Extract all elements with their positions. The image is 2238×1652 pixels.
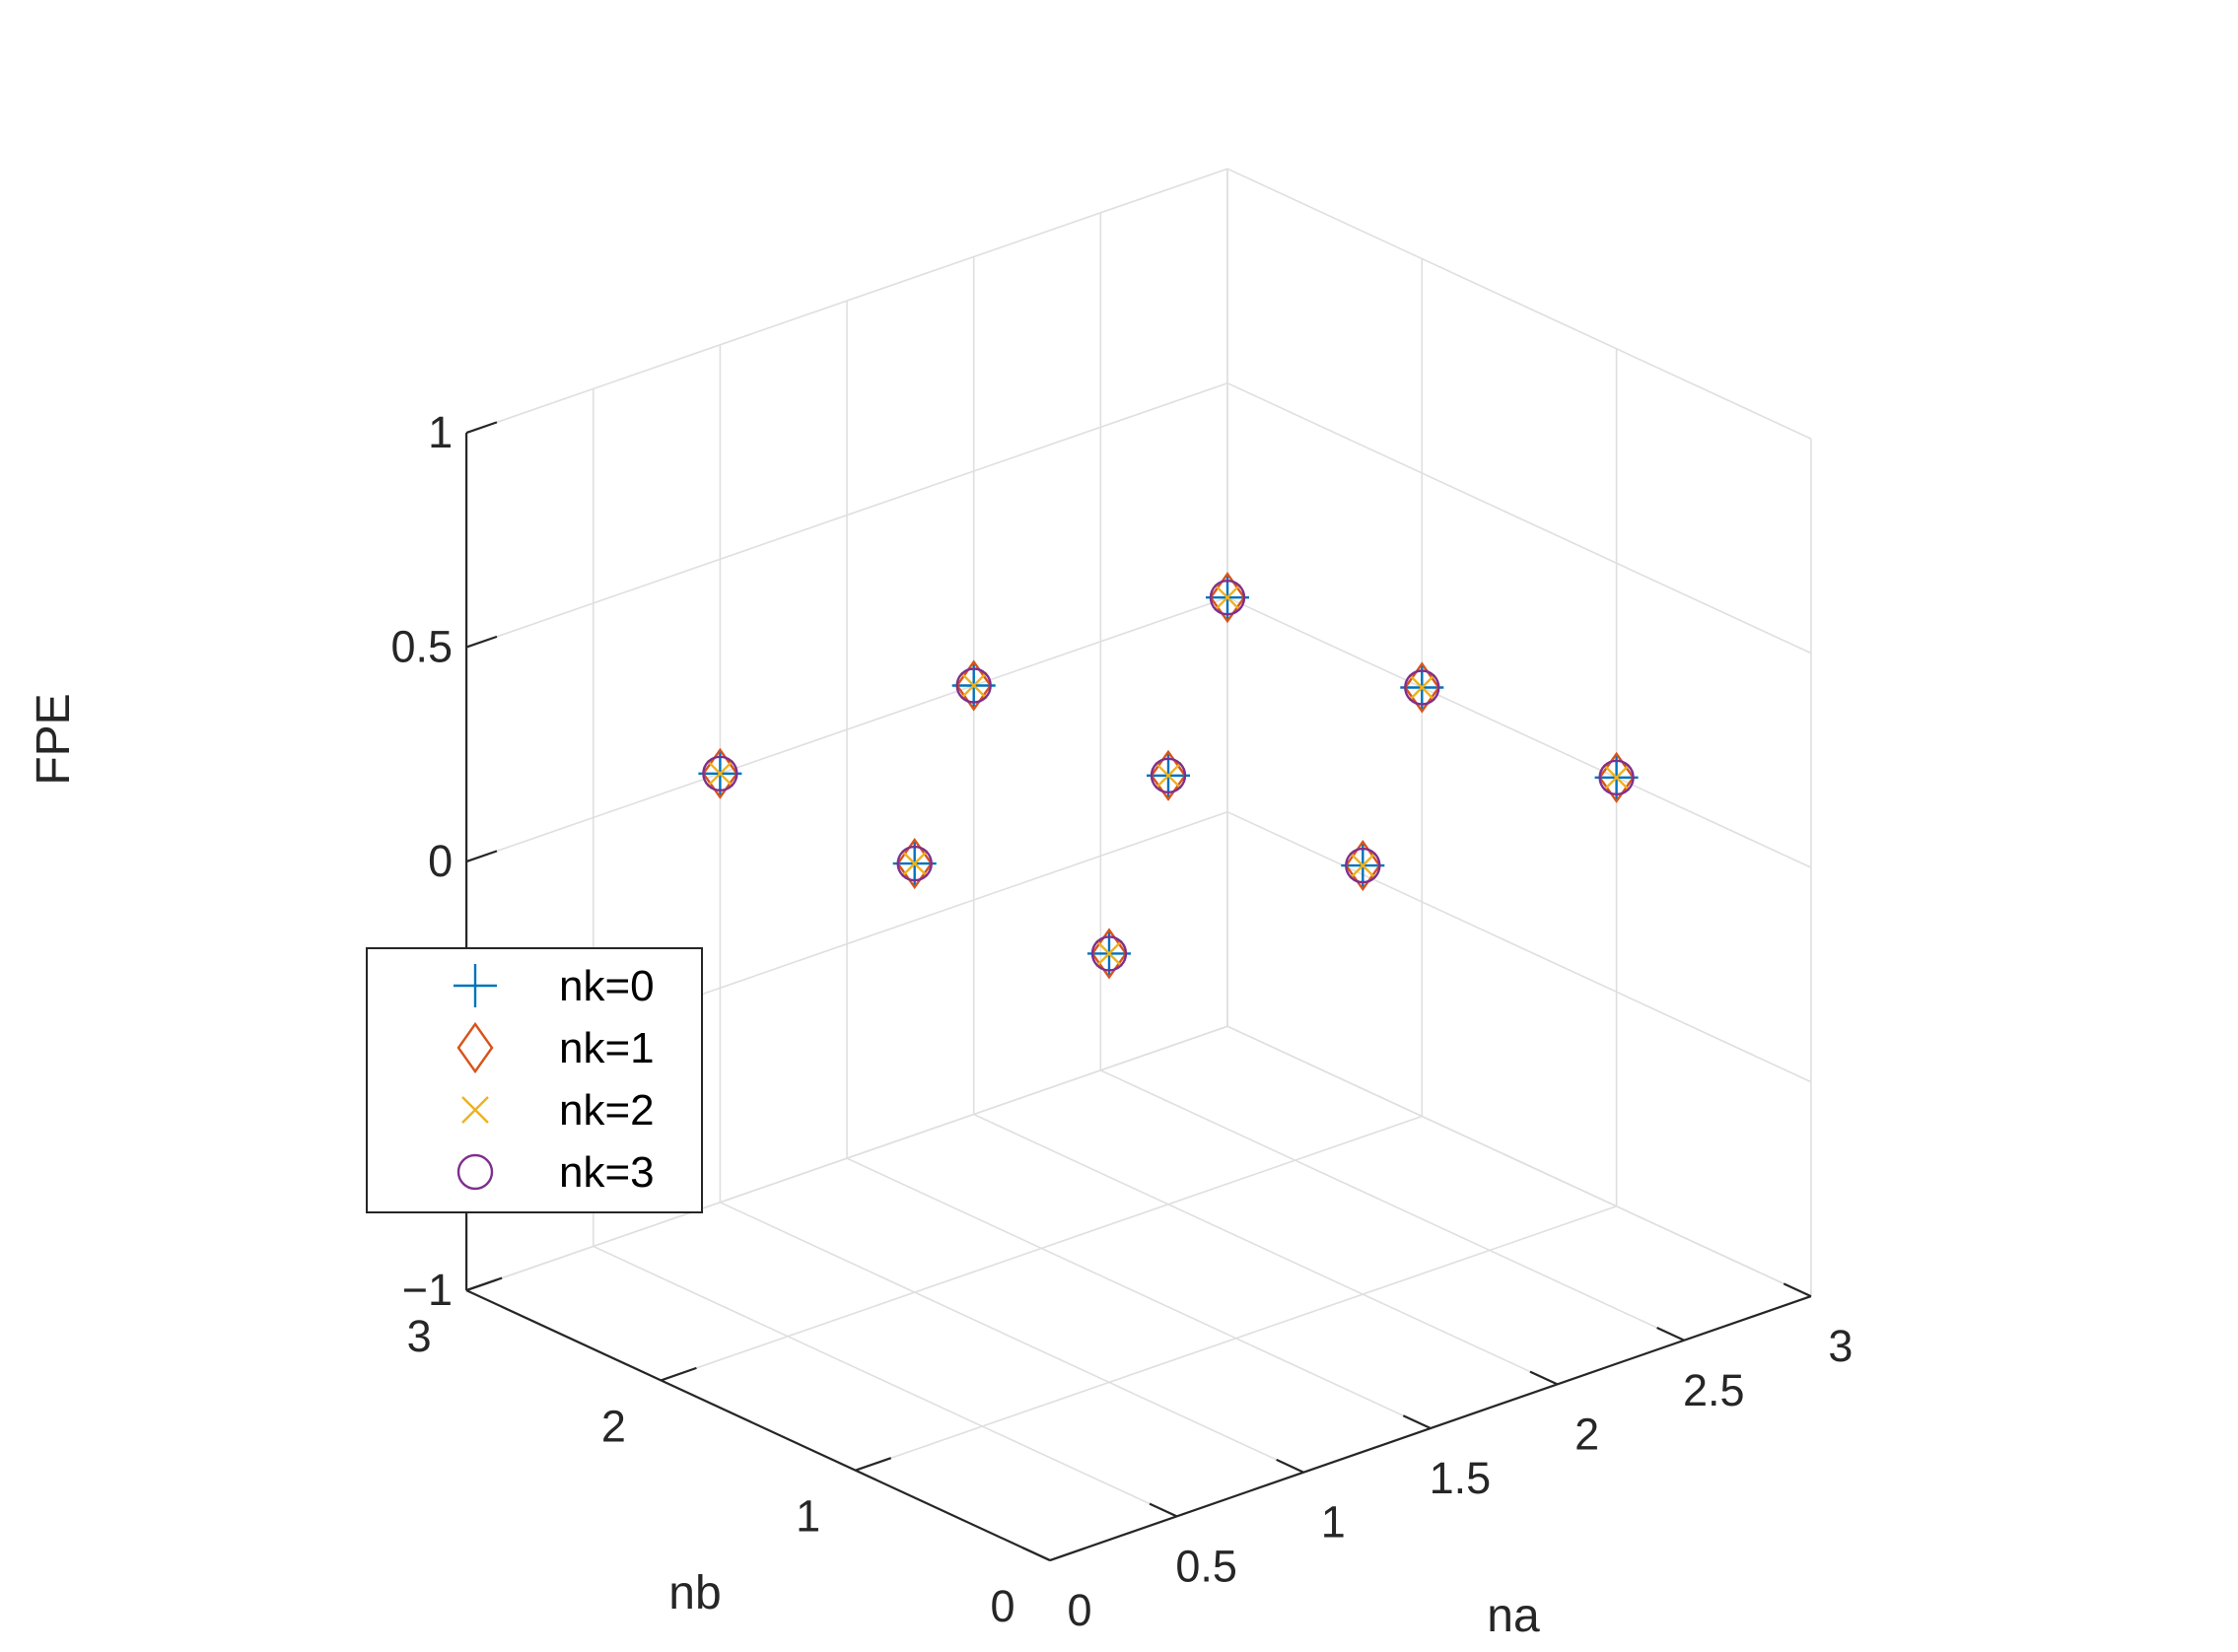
data-point <box>1209 580 1246 616</box>
x-axis-label: na <box>1487 1590 1540 1642</box>
grid-line <box>1226 810 1812 1083</box>
y-tick-label: 3 <box>407 1311 432 1361</box>
data-point <box>1150 749 1187 801</box>
data-point <box>1408 673 1436 702</box>
y-tick-label: 2 <box>601 1401 626 1451</box>
data-point <box>1345 847 1381 884</box>
data-point <box>1403 661 1440 714</box>
y-tick-label: 1 <box>796 1491 820 1542</box>
data-point <box>1090 935 1128 972</box>
x-tick <box>1149 1502 1178 1518</box>
z-tick-label: 0.5 <box>391 622 454 672</box>
data-point <box>1602 763 1631 792</box>
data-point <box>1404 669 1440 706</box>
z-tick <box>465 850 498 863</box>
data-point <box>1095 939 1123 968</box>
data-point <box>1209 572 1246 624</box>
grid-line <box>855 1205 1617 1472</box>
grid-line <box>973 1113 1558 1386</box>
points-layer <box>698 572 1639 980</box>
x-tick-label: 1.5 <box>1430 1453 1492 1503</box>
data-point <box>1598 759 1635 795</box>
data-point <box>1154 761 1182 790</box>
data-point <box>1090 928 1128 980</box>
legend-marker-x <box>461 1096 489 1124</box>
data-point <box>1349 852 1377 879</box>
z-tick <box>465 635 498 649</box>
x-tick-label: 2.5 <box>1683 1365 1745 1415</box>
data-point <box>1150 757 1187 793</box>
data-point <box>1344 840 1381 892</box>
legend-marker-diamond <box>456 1021 494 1074</box>
x-tick-label: 0.5 <box>1175 1541 1237 1591</box>
grid-line <box>846 1157 1432 1429</box>
z-axis-label: FPE <box>28 693 80 785</box>
z-tick <box>465 1278 498 1292</box>
grid-layer <box>465 168 1812 1561</box>
data-point <box>959 671 988 700</box>
z-tick-label: 1 <box>428 407 453 457</box>
grid-line <box>465 596 1228 862</box>
x-tick <box>1276 1458 1304 1474</box>
x-tick <box>1529 1370 1559 1386</box>
y-tick <box>1049 1547 1086 1562</box>
grid-line <box>720 1202 1304 1474</box>
data-point <box>955 667 992 704</box>
data-point <box>900 850 929 877</box>
grid-line <box>593 1245 1177 1518</box>
legend-label: nk=3 <box>559 1148 655 1197</box>
x-tick <box>1402 1414 1432 1430</box>
legend-label: nk=1 <box>559 1024 655 1072</box>
data-point <box>1214 584 1241 612</box>
z-tick-label: −1 <box>402 1265 453 1315</box>
legend-marker-circle <box>456 1153 494 1191</box>
grid-line <box>661 1115 1423 1382</box>
data-point <box>896 838 934 890</box>
grid-line <box>1226 1025 1812 1297</box>
data-point <box>955 659 993 712</box>
grid-line <box>1226 168 1812 440</box>
x-tick-label: 2 <box>1574 1409 1599 1459</box>
x-tick <box>1656 1326 1685 1342</box>
legend: nk=0 nk=1 nk=2 nk=3 <box>366 947 703 1213</box>
y-axis-label: nb <box>668 1567 721 1619</box>
x-tick-label: 0 <box>1067 1585 1091 1635</box>
grid-line <box>465 168 1228 434</box>
grid-line <box>1226 596 1812 868</box>
legend-box <box>366 947 703 1213</box>
y-tick-label: 0 <box>990 1581 1014 1631</box>
x-tick-label: 1 <box>1321 1497 1346 1548</box>
y-tick <box>855 1457 892 1472</box>
x-tick <box>1783 1282 1812 1298</box>
grid-line <box>465 381 1228 649</box>
data-point <box>702 755 738 792</box>
y-tick <box>661 1366 697 1382</box>
data-point <box>701 747 738 799</box>
grid-line <box>1100 1069 1685 1342</box>
legend-label: nk=0 <box>559 962 655 1010</box>
y-axis-line <box>465 1289 1051 1561</box>
grid-line <box>465 1025 1228 1291</box>
data-point <box>1598 751 1636 803</box>
grid-line <box>1226 381 1812 654</box>
z-tick <box>465 421 498 435</box>
legend-marker-plus <box>454 964 497 1007</box>
x-tick-label: 3 <box>1828 1321 1853 1371</box>
legend-label: nk=2 <box>559 1086 655 1135</box>
x-tick <box>1021 1547 1051 1561</box>
z-tick-label: 0 <box>428 836 453 886</box>
data-point <box>896 845 933 882</box>
data-point <box>706 759 734 788</box>
